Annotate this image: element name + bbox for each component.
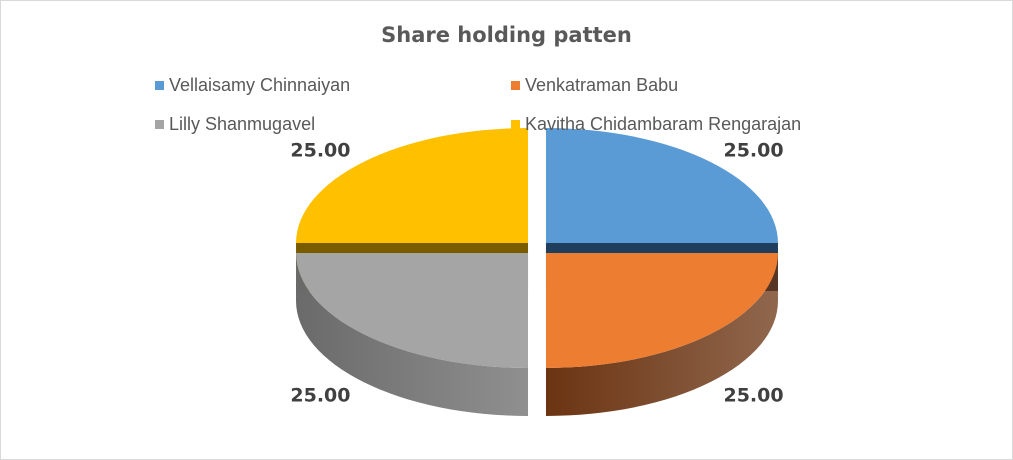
legend-item: Lilly Shanmugavel: [155, 114, 315, 135]
data-label: 25.00: [723, 140, 783, 162]
slice-side: [296, 252, 529, 416]
legend-item: Venkatraman Babu: [511, 75, 678, 96]
slice-top: [545, 128, 778, 244]
data-label: 25.00: [290, 384, 350, 406]
slice-top: [296, 252, 529, 368]
pie-slice: [296, 252, 529, 416]
legend-label: Venkatraman Babu: [525, 75, 679, 95]
legend-item: Vellaisamy Chinnaiyan: [155, 75, 350, 96]
legend-label: Kavitha Chidambaram Rengarajan: [525, 114, 802, 134]
legend-swatch: [511, 81, 520, 90]
legend-item: Kavitha Chidambaram Rengarajan: [511, 114, 801, 135]
slice-top: [545, 252, 778, 368]
chart-title: Share holding patten: [381, 23, 632, 47]
legend-swatch: [155, 120, 164, 129]
slice-top: [296, 128, 529, 244]
legend-swatch: [511, 120, 520, 129]
slice-side: [545, 252, 778, 416]
pie-slice: [545, 252, 778, 416]
legend-label: Lilly Shanmugavel: [169, 114, 316, 134]
legend-label: Vellaisamy Chinnaiyan: [169, 75, 351, 95]
data-label: 25.00: [290, 140, 350, 162]
legend-swatch: [155, 81, 164, 90]
data-label: 25.00: [723, 384, 783, 406]
